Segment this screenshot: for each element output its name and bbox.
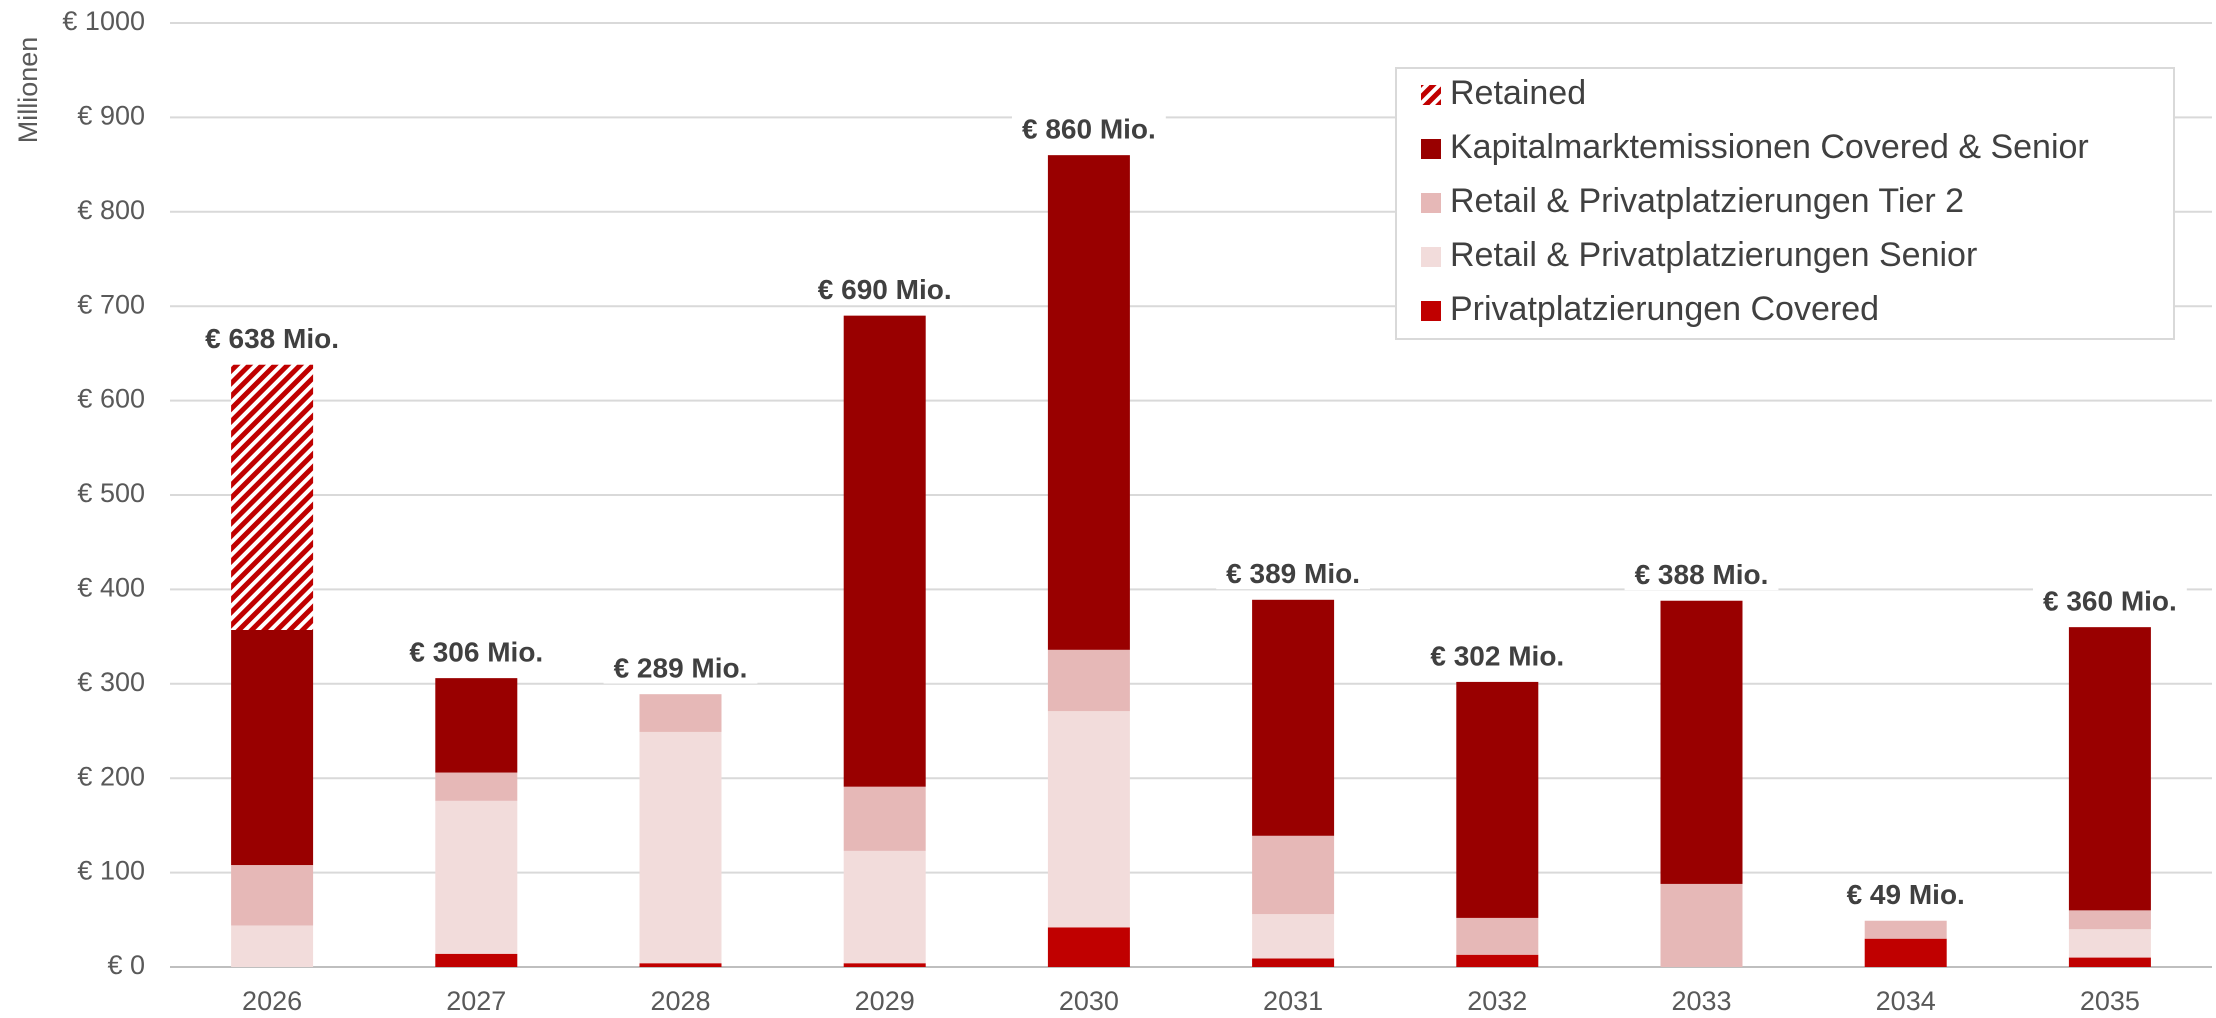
legend-label: Retail & Privatplatzierungen Tier 2 <box>1450 182 1964 220</box>
bar-segment <box>1047 649 1130 712</box>
total-label-bg <box>1011 113 1166 145</box>
bar-segment <box>1456 681 1539 918</box>
bar-segment <box>1660 600 1743 884</box>
y-axis-label: Millionen <box>13 37 43 144</box>
total-label-bg <box>603 652 758 684</box>
total-label: € 306 Mio. <box>409 637 543 668</box>
bar-segment <box>843 786 926 851</box>
total-label-bg <box>1216 558 1371 590</box>
bar-segment <box>435 800 518 954</box>
bar-segment <box>1864 938 1947 967</box>
bar-segment <box>2068 627 2151 911</box>
total-label: € 289 Mio. <box>614 653 748 684</box>
legend-swatch <box>1421 193 1441 213</box>
x-tick-label: 2027 <box>446 986 506 1016</box>
bar-segment <box>639 731 722 964</box>
y-tick-label: € 100 <box>77 856 145 886</box>
legend-swatch <box>1421 85 1441 105</box>
bar-segment <box>1456 954 1539 967</box>
legend-label: Retail & Privatplatzierungen Senior <box>1450 236 1977 274</box>
y-tick-label: € 200 <box>77 761 145 791</box>
bar-segment <box>231 865 314 926</box>
total-label: € 302 Mio. <box>1430 640 1564 671</box>
bar-segment <box>2068 929 2151 958</box>
bar-segment <box>843 850 926 964</box>
total-label: € 49 Mio. <box>1847 879 1965 910</box>
bar-segment <box>435 953 518 967</box>
total-label: € 389 Mio. <box>1226 558 1360 589</box>
total-label-bg <box>1420 640 1575 672</box>
total-label-bg <box>195 323 350 355</box>
bar-segment <box>231 364 314 630</box>
x-tick-label: 2026 <box>242 986 302 1016</box>
legend-swatch <box>1421 301 1441 321</box>
bar-segment <box>1047 927 1130 967</box>
bar-segment <box>639 963 722 967</box>
x-tick-label: 2031 <box>1263 986 1323 1016</box>
total-label-bg <box>2032 585 2187 617</box>
x-tick-label: 2035 <box>2080 986 2140 1016</box>
legend-label: Privatplatzierungen Covered <box>1450 290 1879 328</box>
bar-segment <box>1864 920 1947 939</box>
bar-segment <box>1252 958 1335 967</box>
x-tick-label: 2032 <box>1467 986 1527 1016</box>
x-tick-label: 2029 <box>855 986 915 1016</box>
total-label: € 860 Mio. <box>1022 114 1156 145</box>
bar-segment <box>1252 599 1335 836</box>
x-tick-label: 2028 <box>650 986 710 1016</box>
legend-box <box>1395 67 2175 340</box>
bar-segment <box>231 629 314 866</box>
bar-segment <box>843 963 926 967</box>
x-tick-label: 2034 <box>1876 986 1936 1016</box>
bar-segment <box>843 315 926 787</box>
x-tick-label: 2030 <box>1059 986 1119 1016</box>
y-tick-label: € 1000 <box>62 6 145 36</box>
y-tick-label: € 300 <box>77 667 145 697</box>
y-tick-label: € 700 <box>77 289 145 319</box>
bar-segment <box>1047 155 1130 650</box>
y-tick-label: € 900 <box>77 101 145 131</box>
y-tick-label: € 600 <box>77 384 145 414</box>
total-label: € 360 Mio. <box>2043 586 2177 617</box>
total-label: € 638 Mio. <box>205 323 339 354</box>
total-label-bg <box>1624 559 1779 591</box>
legend-swatch <box>1421 139 1441 159</box>
bar-segment <box>1252 914 1335 959</box>
bar-segment <box>435 772 518 801</box>
total-label: € 388 Mio. <box>1635 559 1769 590</box>
total-label-bg <box>1836 879 1975 911</box>
x-tick-label: 2033 <box>1671 986 1731 1016</box>
y-tick-label: € 400 <box>77 573 145 603</box>
legend-swatch <box>1421 247 1441 267</box>
total-label: € 690 Mio. <box>818 274 952 305</box>
bar-segment <box>1456 917 1539 955</box>
bar-segment <box>1047 711 1130 928</box>
legend-label: Retained <box>1450 74 1586 112</box>
bar-segment <box>1660 883 1743 967</box>
y-tick-label: € 0 <box>107 950 145 980</box>
bar-segment <box>435 678 518 773</box>
bar-segment <box>231 925 314 967</box>
bar-segment <box>639 694 722 732</box>
y-tick-label: € 500 <box>77 478 145 508</box>
total-label-bg <box>399 636 554 668</box>
total-label-bg <box>807 274 962 306</box>
bar-segment <box>1252 835 1335 915</box>
bar-segment <box>2068 910 2151 930</box>
legend-label: Kapitalmarktemissionen Covered & Senior <box>1450 128 2089 166</box>
bar-segment <box>2068 957 2151 967</box>
y-tick-label: € 800 <box>77 195 145 225</box>
